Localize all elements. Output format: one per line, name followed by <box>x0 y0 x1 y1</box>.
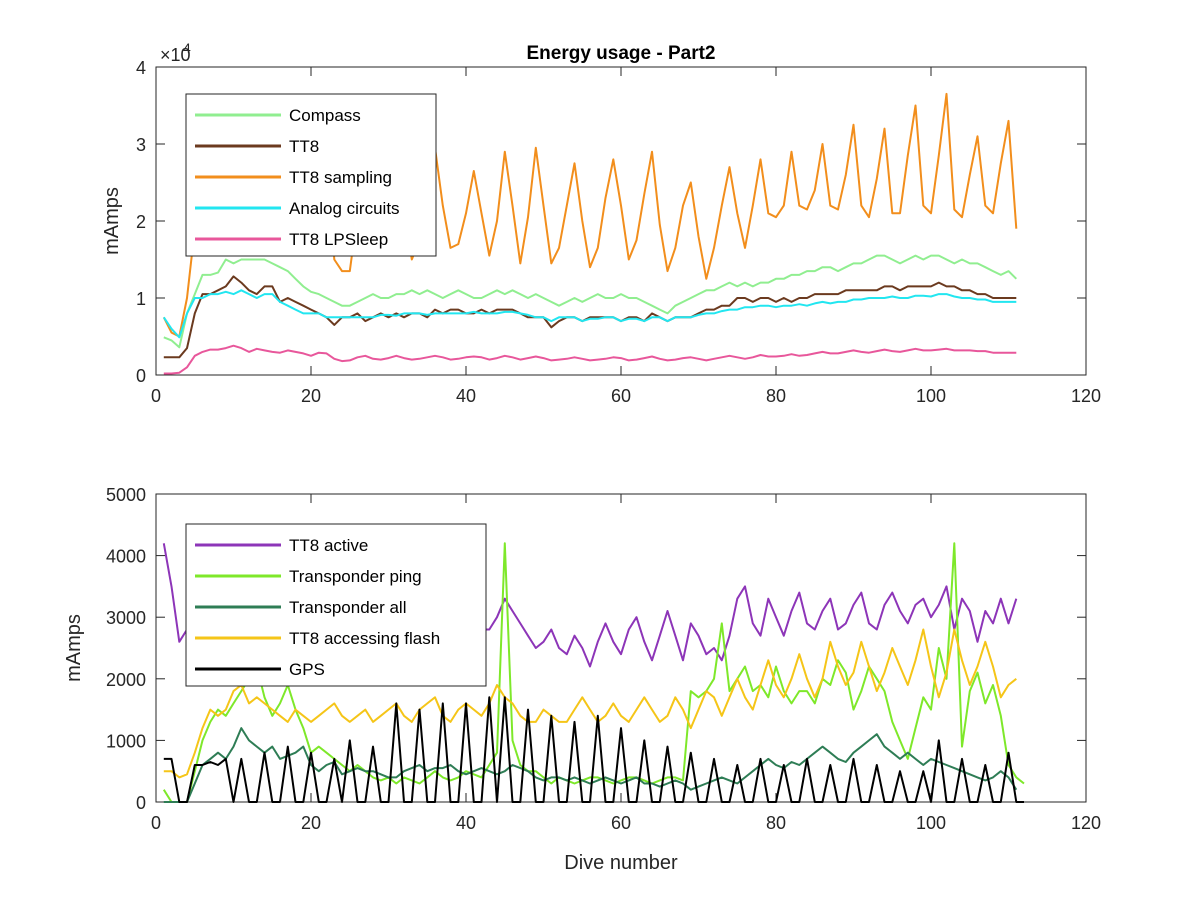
svg-text:×10: ×10 <box>160 45 191 65</box>
legend-label-tt8: TT8 <box>289 137 319 156</box>
chart-title: Energy usage - Part2 <box>526 43 715 64</box>
bottom-x-tick-label: 80 <box>766 813 786 833</box>
bottom-x-tick-label: 20 <box>301 813 321 833</box>
legend-label-transponder-all: Transponder all <box>289 598 407 617</box>
bottom-x-tick-label: 120 <box>1071 813 1101 833</box>
series-line-compass <box>163 254 1018 349</box>
legend-label-tt8-lpsleep: TT8 LPSleep <box>289 230 388 249</box>
bottom-y-tick-label: 2000 <box>106 670 146 690</box>
bottom-y-tick-label: 1000 <box>106 731 146 751</box>
legend-label-tt8-sampling: TT8 sampling <box>289 168 392 187</box>
series-line-transponder-all <box>163 727 1018 803</box>
legend-label-tt8-active: TT8 active <box>289 536 368 555</box>
legend-label-tt8-accessing-flash: TT8 accessing flash <box>289 629 440 648</box>
x-axis-label-bottom: Dive number <box>564 852 678 874</box>
series-line-gps <box>163 696 1024 803</box>
top-x-tick-label: 20 <box>301 386 321 406</box>
ticks-top: 0 20 40 60 80 100 120 0 1 2 3 4 <box>136 58 1101 406</box>
series-line-tt8 <box>163 275 1017 359</box>
subplot-top: Energy usage - Part2 mAmps ×10 4 0 20 40 60… <box>101 40 1101 406</box>
top-x-tick-label: 80 <box>766 386 786 406</box>
bottom-x-tick-label: 100 <box>916 813 946 833</box>
series-line-transponder-ping <box>162 542 1025 803</box>
legend-box-top <box>185 93 437 257</box>
legend-box-bottom <box>185 523 487 687</box>
y-exponent-label: ×10 4 <box>160 40 191 65</box>
top-x-tick-label: 120 <box>1071 386 1101 406</box>
top-x-tick-label: 60 <box>611 386 631 406</box>
y-axis-label-bottom: mAmps <box>63 614 85 682</box>
series-lines-top <box>162 92 1018 375</box>
series-line-tt8-lpsleep <box>163 344 1017 375</box>
top-y-tick-label: 3 <box>136 135 146 155</box>
ticks-bottom: 0 20 40 60 80 100 120 0 1000 2000 3000 4000 5000 <box>106 485 1101 833</box>
legend-bottom: TT8 active Transponder ping Transponder al… <box>185 523 487 687</box>
bottom-x-tick-label: 0 <box>151 813 161 833</box>
bottom-x-tick-label: 60 <box>611 813 631 833</box>
top-y-tick-label: 4 <box>136 58 146 78</box>
bottom-x-tick-label: 40 <box>456 813 476 833</box>
top-x-tick-label: 100 <box>916 386 946 406</box>
top-x-tick-label: 0 <box>151 386 161 406</box>
series-line-tt8-accessing-flash <box>163 628 1017 779</box>
bottom-y-tick-label: 0 <box>136 793 146 813</box>
top-y-tick-label: 1 <box>136 289 146 309</box>
subplot-bottom: mAmps Dive number 0 20 40 60 80 100 120 0 1000 20… <box>63 485 1101 874</box>
legend-label-compass: Compass <box>289 106 361 125</box>
legend-top: Compass TT8 TT8 sampling Analog circuits TT8… <box>185 93 437 257</box>
legend-label-gps: GPS <box>289 660 325 679</box>
bottom-y-tick-label: 5000 <box>106 485 146 505</box>
svg-text:4: 4 <box>183 40 191 56</box>
top-y-tick-label: 2 <box>136 212 146 232</box>
top-y-tick-label: 0 <box>136 366 146 386</box>
legend-label-analog-circuits: Analog circuits <box>289 199 400 218</box>
legend-label-transponder-ping: Transponder ping <box>289 567 422 586</box>
bottom-y-tick-label: 4000 <box>106 547 146 567</box>
bottom-y-tick-label: 3000 <box>106 608 146 628</box>
y-axis-label-top: mAmps <box>101 187 123 255</box>
series-line-analog-circuits <box>162 289 1017 339</box>
top-x-tick-label: 40 <box>456 386 476 406</box>
